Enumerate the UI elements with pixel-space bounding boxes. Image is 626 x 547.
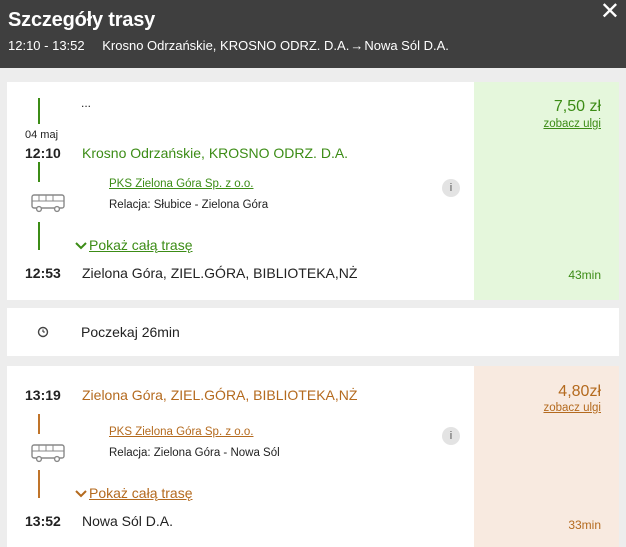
see-discounts-link[interactable]: zobacz ulgi [543, 118, 601, 130]
price-panel: 4,80zł zobacz ulgi 33min [474, 366, 619, 547]
ticket-price: 7,50 zł [553, 98, 601, 115]
chevron-down-icon [75, 487, 89, 501]
relation-text: Relacja: Zielona Góra - Nowa Sól [109, 447, 280, 459]
route-line [38, 414, 40, 434]
route-line [38, 98, 40, 124]
info-button[interactable]: i [442, 427, 460, 445]
route-line [38, 470, 40, 498]
show-full-route-label: Pokaż całą trasę [89, 485, 193, 501]
arrival-time: 12:53 [25, 265, 61, 281]
carrier-link[interactable]: PKS Zielona Góra Sp. z o.o. [109, 426, 254, 438]
departure-time: 13:19 [25, 387, 61, 403]
show-full-route-label: Pokaż całą trasę [89, 237, 193, 253]
chevron-down-icon [75, 239, 89, 253]
route-line [38, 222, 40, 250]
arrival-time: 13:52 [25, 513, 61, 529]
segment-card-1: ... 04 maj 12:10 Krosno Odrzańskie, KROS… [7, 82, 619, 300]
wait-row: Poczekaj 26min [7, 308, 619, 356]
ticket-price: 4,80zł [558, 383, 601, 400]
departure-date: 04 maj [25, 129, 59, 141]
carrier-link[interactable]: PKS Zielona Góra Sp. z o.o. [109, 178, 254, 190]
segment-duration: 43min [568, 268, 601, 282]
route-summary: 12:10 - 13:52 Krosno Odrzańskie, KROSNO … [8, 38, 449, 53]
header: Szczegóły trasy 12:10 - 13:52 Krosno Odr… [0, 0, 626, 68]
route-to: Nowa Sól D.A. [364, 38, 449, 53]
relation-text: Relacja: Słubice - Zielona Góra [109, 199, 269, 211]
page-title: Szczegóły trasy [8, 9, 156, 31]
previous-stops: ... [81, 96, 92, 110]
departure-stop: Krosno Odrzańskie, KROSNO ODRZ. D.A. [82, 145, 349, 161]
show-full-route-button[interactable]: Pokaż całą trasę [75, 237, 193, 253]
bus-icon [31, 194, 65, 213]
bus-icon [31, 444, 65, 463]
arrival-stop: Nowa Sól D.A. [82, 513, 174, 529]
arrow-right-icon: → [350, 38, 364, 53]
arrival-stop: Zielona Góra, ZIEL.GÓRA, BIBLIOTEKA,NŻ [82, 265, 358, 281]
clock-icon [37, 326, 49, 338]
time-range: 12:10 - 13:52 [8, 38, 85, 53]
info-button[interactable]: i [442, 179, 460, 197]
departure-time: 12:10 [25, 145, 61, 161]
wait-text: Poczekaj 26min [81, 324, 180, 340]
segment-card-2: 13:19 Zielona Góra, ZIEL.GÓRA, BIBLIOTEK… [7, 366, 619, 547]
route-from: Krosno Odrzańskie, KROSNO ODRZ. D.A. [102, 38, 350, 53]
see-discounts-link[interactable]: zobacz ulgi [543, 402, 601, 414]
show-full-route-button[interactable]: Pokaż całą trasę [75, 485, 193, 501]
departure-stop: Zielona Góra, ZIEL.GÓRA, BIBLIOTEKA,NŻ [82, 387, 358, 403]
segment-duration: 33min [568, 518, 601, 532]
close-button[interactable]: ✕ [599, 0, 620, 25]
price-panel: 7,50 zł zobacz ulgi 43min [474, 82, 619, 300]
route-line [38, 162, 40, 182]
